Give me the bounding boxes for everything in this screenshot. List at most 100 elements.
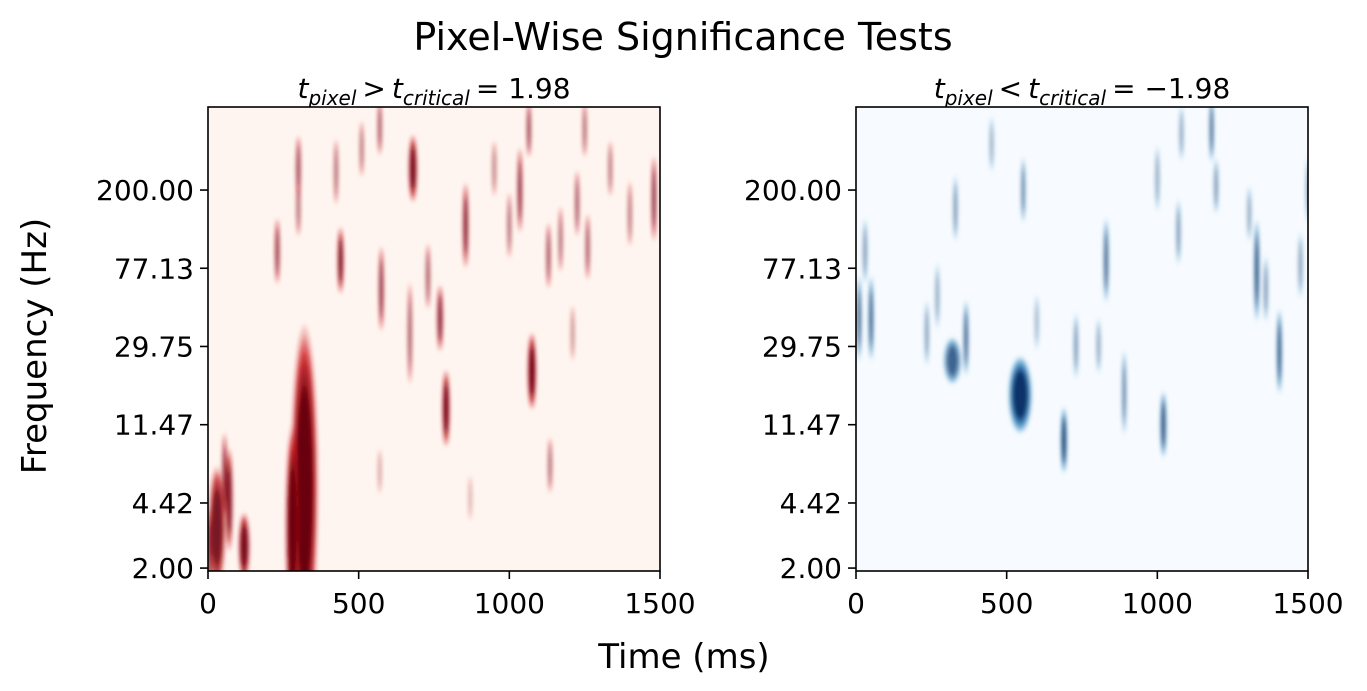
heatmap-blob xyxy=(924,298,929,368)
x-tick-label: 500 xyxy=(332,587,385,620)
figure-ylabel: Frequency (Hz) xyxy=(15,218,55,474)
heatmap-blob xyxy=(296,179,301,238)
heatmap-blob xyxy=(527,331,537,411)
panel-title-var: t xyxy=(934,72,946,105)
heatmap-panel-left: tpixel > tcritical = 1.98 0 500 1000 15002.004… xyxy=(96,72,696,620)
x-tick-label: 0 xyxy=(199,587,217,620)
x-tick-label: 1500 xyxy=(624,587,695,620)
heatmap-blob xyxy=(608,139,613,198)
y-tick-label: 77.13 xyxy=(762,252,842,285)
panel-title-var: t xyxy=(297,72,309,105)
panel-title-var2: t xyxy=(1028,72,1040,105)
heatmap-blob xyxy=(558,204,563,274)
y-tick-label: 2.00 xyxy=(132,552,194,585)
figure-title: Pixel-Wise Significance Tests xyxy=(413,15,952,59)
heatmap-blob xyxy=(507,190,512,260)
heatmap-blob xyxy=(1103,216,1109,305)
y-tick-label: 29.75 xyxy=(762,330,842,363)
heatmap-blob xyxy=(425,241,430,311)
heatmap-blob xyxy=(989,114,994,174)
x-tick-label: 500 xyxy=(980,587,1033,620)
heatmap-blob xyxy=(1263,254,1268,324)
panel-title-right: tpixel < tcritical = −1.98 xyxy=(934,72,1231,110)
panel-title-var2: t xyxy=(392,72,404,105)
heatmap-blob xyxy=(1060,405,1067,475)
x-tick-label: 0 xyxy=(847,587,865,620)
axes-frame xyxy=(855,106,1309,572)
heatmap-blob xyxy=(222,431,227,520)
panel-title-sub2: critical xyxy=(1039,86,1106,110)
heatmap-blob xyxy=(1176,197,1181,267)
panel-title-left: tpixel > tcritical = 1.98 xyxy=(297,72,570,110)
heatmap-background xyxy=(856,107,1308,571)
heatmap-blob xyxy=(570,303,575,363)
heatmap-blob xyxy=(1122,348,1127,437)
panel-title-sub2: critical xyxy=(403,86,470,110)
heatmap-blob xyxy=(575,168,580,238)
heatmap-blob xyxy=(868,273,874,363)
panel-title-op: > xyxy=(362,72,385,105)
heatmap-blob xyxy=(1155,144,1160,214)
heatmap-blob xyxy=(208,505,213,571)
panel-title-sub1: pixel xyxy=(944,86,993,110)
heatmap-blob xyxy=(963,298,969,378)
heatmap-blob xyxy=(1254,217,1260,324)
heatmap-blob xyxy=(1034,292,1039,352)
panel-title-rhs: = 1.98 xyxy=(476,72,571,105)
heatmap-panel-right: tpixel < tcritical = −1.98 0 500 1000 15002.00… xyxy=(744,72,1344,620)
heatmap-blob xyxy=(1073,311,1078,381)
y-tick-label: 11.47 xyxy=(762,409,842,442)
heatmap-blob xyxy=(1276,307,1282,396)
heatmap-blob xyxy=(274,216,280,286)
panel-title-op: < xyxy=(999,72,1022,105)
axes-frame xyxy=(207,106,661,572)
y-tick-label: 4.42 xyxy=(780,487,842,520)
heatmap-blob xyxy=(546,221,551,291)
heatmap-blob xyxy=(377,447,382,496)
heatmap-blob xyxy=(462,181,469,270)
y-tick-label: 77.13 xyxy=(114,252,194,285)
heatmap-blob xyxy=(359,119,364,179)
y-tick-label: 200.00 xyxy=(744,174,842,207)
heatmap-blob xyxy=(627,179,632,249)
y-tick-label: 2.00 xyxy=(780,552,842,585)
y-tick-label: 200.00 xyxy=(96,174,194,207)
heatmap-blob xyxy=(1298,230,1303,300)
heatmap-blob xyxy=(1179,107,1184,163)
figure-xlabel: Time (ms) xyxy=(597,637,769,677)
heatmap-background xyxy=(208,107,660,571)
heatmap-blob xyxy=(1247,184,1252,243)
y-tick-label: 4.42 xyxy=(132,487,194,520)
heatmap-blob xyxy=(1209,107,1214,164)
heatmap-blob xyxy=(285,423,300,571)
y-tick-label: 29.75 xyxy=(114,330,194,363)
heatmap-blob xyxy=(337,225,344,295)
heatmap-blob xyxy=(548,435,553,495)
heatmap-blob xyxy=(935,261,940,331)
heatmap-blob xyxy=(585,212,590,282)
heatmap-blob xyxy=(377,107,382,157)
heatmap-blob xyxy=(378,244,384,334)
heatmap-blob xyxy=(953,173,958,243)
heatmap-blob xyxy=(334,137,339,207)
heatmap-blob xyxy=(1160,390,1167,459)
heatmap-blob xyxy=(863,216,868,286)
x-tick-label: 1000 xyxy=(474,587,545,620)
heatmap-blob xyxy=(1096,316,1101,376)
heatmap-blob xyxy=(238,512,250,571)
heatmap-blob xyxy=(407,279,412,387)
panel-title-rhs: = −1.98 xyxy=(1112,72,1230,105)
heatmap-blob xyxy=(492,139,497,198)
heatmap-blob xyxy=(1214,156,1219,216)
heatmap-blob xyxy=(1021,155,1026,225)
panel-title-sub1: pixel xyxy=(307,86,356,110)
heatmap-blob xyxy=(437,283,444,353)
y-tick-label: 11.47 xyxy=(114,409,194,442)
heatmap-blob xyxy=(1008,355,1033,435)
x-tick-label: 1000 xyxy=(1122,587,1193,620)
heatmap-blob xyxy=(408,134,418,203)
x-tick-label: 1500 xyxy=(1272,587,1343,620)
heatmap-blob xyxy=(582,107,587,159)
heatmap-blob xyxy=(208,465,226,571)
